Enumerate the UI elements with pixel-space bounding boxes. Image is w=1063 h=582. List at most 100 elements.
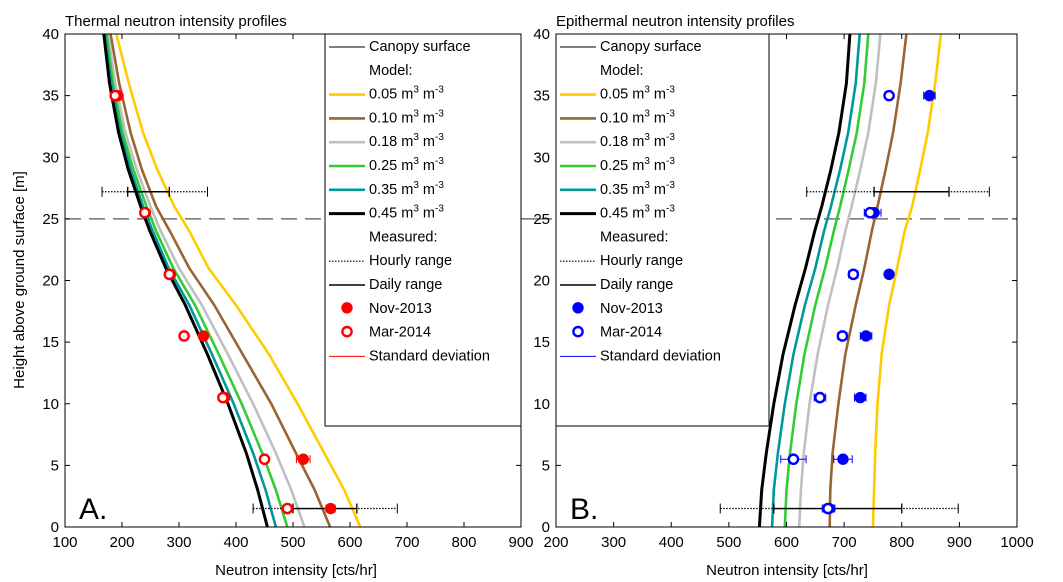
chart-title: Thermal neutron intensity profiles <box>65 13 287 30</box>
legend-std-label: Standard deviation <box>369 348 490 364</box>
x-tick-label: 700 <box>832 534 857 551</box>
model-line-0.25 <box>783 34 870 527</box>
model-lines <box>757 34 943 527</box>
legend-canopy-label: Canopy surface <box>369 39 471 55</box>
legend-model-label: 0.18 m3 m-3 <box>369 132 444 150</box>
nov-2013-point <box>854 391 866 404</box>
legend-model-label: 0.10 m3 m-3 <box>600 108 675 126</box>
legend-unit-sup: 3 <box>644 204 650 215</box>
legend-model-label: 0.05 m3 m-3 <box>369 85 444 103</box>
legend-nov-label: Nov-2013 <box>600 301 663 317</box>
mar-2014-point <box>864 206 876 219</box>
y-tick-label: 10 <box>533 396 550 413</box>
y-tick-label: 25 <box>533 211 550 228</box>
mar-2014-point <box>138 206 151 219</box>
panel-label: A. <box>79 493 107 526</box>
x-axis-label-right: Neutron intensity [cts/hr] <box>706 562 868 579</box>
mar-2014-point <box>836 330 849 342</box>
legend-unit-sup: 3 <box>413 180 419 191</box>
legend-unit-sup: -3 <box>666 180 675 191</box>
legend-hourly-label: Hourly range <box>600 253 683 269</box>
y-tick-label: 35 <box>42 88 59 105</box>
legend-model-label: 0.35 m3 m-3 <box>600 180 675 198</box>
legend-unit: m <box>419 206 435 222</box>
mar-2014-point <box>217 391 229 404</box>
y-tick-label: 0 <box>51 519 59 536</box>
x-tick-label: 800 <box>451 534 476 551</box>
model-line-0.18 <box>797 34 882 527</box>
y-tick-label: 25 <box>42 211 59 228</box>
legend-box <box>324 33 522 427</box>
legend-std-label: Standard deviation <box>600 348 721 364</box>
model-line-0.05 <box>871 34 943 527</box>
legend-model-value: 0.05 m <box>600 87 644 103</box>
legend-unit: m <box>650 206 666 222</box>
legend-mar-label: Mar-2014 <box>600 325 662 341</box>
nov-2013-point <box>324 502 337 515</box>
legend-unit-sup: -3 <box>435 108 444 119</box>
model-line-0.10 <box>109 34 332 527</box>
legend-unit-sup: 3 <box>644 108 650 119</box>
y-tick-label: 15 <box>42 334 59 351</box>
legend-unit: m <box>419 182 435 198</box>
y-tick-label: 10 <box>42 396 59 413</box>
legend-nov-label: Nov-2013 <box>369 301 432 317</box>
legend-model-value: 0.10 m <box>600 110 644 126</box>
x-tick-label: 600 <box>337 534 362 551</box>
legend-unit: m <box>419 158 435 174</box>
legend-unit: m <box>650 110 666 126</box>
mar-2014-point <box>883 89 895 102</box>
legend-model-label: 0.35 m3 m-3 <box>369 180 444 198</box>
legend-box <box>555 33 770 427</box>
y-tick-label: 30 <box>42 149 59 166</box>
legend-unit-sup: -3 <box>435 85 444 96</box>
legend-unit: m <box>419 110 435 126</box>
legend-model-value: 0.35 m <box>369 182 413 198</box>
legend-unit-sup: 3 <box>413 204 419 215</box>
legend-model-value: 0.25 m <box>369 158 413 174</box>
y-tick-label: 35 <box>533 88 550 105</box>
legend-unit-sup: 3 <box>644 132 650 143</box>
legend-model-value: 0.05 m <box>369 87 413 103</box>
legend-unit: m <box>419 134 435 150</box>
legend-unit-sup: -3 <box>666 156 675 167</box>
y-tick-label: 40 <box>533 26 550 43</box>
legend-model-value: 0.18 m <box>369 134 413 150</box>
model-line-0.45 <box>102 34 269 527</box>
legend-unit: m <box>650 87 666 103</box>
nov-2013-point <box>837 453 849 465</box>
legend-unit-sup: -3 <box>435 180 444 191</box>
legend-model-label: 0.45 m3 m-3 <box>600 204 675 222</box>
legend-model-value: 0.45 m <box>369 206 413 222</box>
chart-panel-2: Epithermal neutron intensity profiles200… <box>533 13 1033 551</box>
legend-model-heading: Model: <box>600 63 644 79</box>
x-tick-label: 900 <box>947 534 972 551</box>
x-tick-label: 200 <box>109 534 134 551</box>
x-tick-label: 200 <box>543 534 568 551</box>
legend-measured-heading: Measured: <box>369 229 438 245</box>
model-line-0.45 <box>757 34 852 527</box>
legend-model-label: 0.18 m3 m-3 <box>600 132 675 150</box>
legend-daily-label: Daily range <box>600 277 673 293</box>
model-line-0.05 <box>115 34 362 527</box>
mar-2014-point <box>822 502 834 515</box>
legend-model-value: 0.10 m <box>369 110 413 126</box>
mar-2014-point <box>847 268 860 281</box>
legend-mar-marker <box>572 325 584 338</box>
mar-2014-point <box>163 268 176 281</box>
x-tick-label: 800 <box>889 534 914 551</box>
legend-unit-sup: 3 <box>644 180 650 191</box>
x-tick-label: 100 <box>52 534 77 551</box>
legend-model-value: 0.18 m <box>600 134 644 150</box>
legend-nov-marker <box>572 302 584 314</box>
y-tick-label: 5 <box>51 457 59 474</box>
y-tick-label: 30 <box>533 149 550 166</box>
nov-2013-point <box>883 268 895 281</box>
y-tick-label: 0 <box>542 519 550 536</box>
legend-model-label: 0.45 m3 m-3 <box>369 204 444 222</box>
legend-hourly-label: Hourly range <box>369 253 452 269</box>
legend-model-value: 0.25 m <box>600 158 644 174</box>
mar-2014-point <box>178 330 190 342</box>
